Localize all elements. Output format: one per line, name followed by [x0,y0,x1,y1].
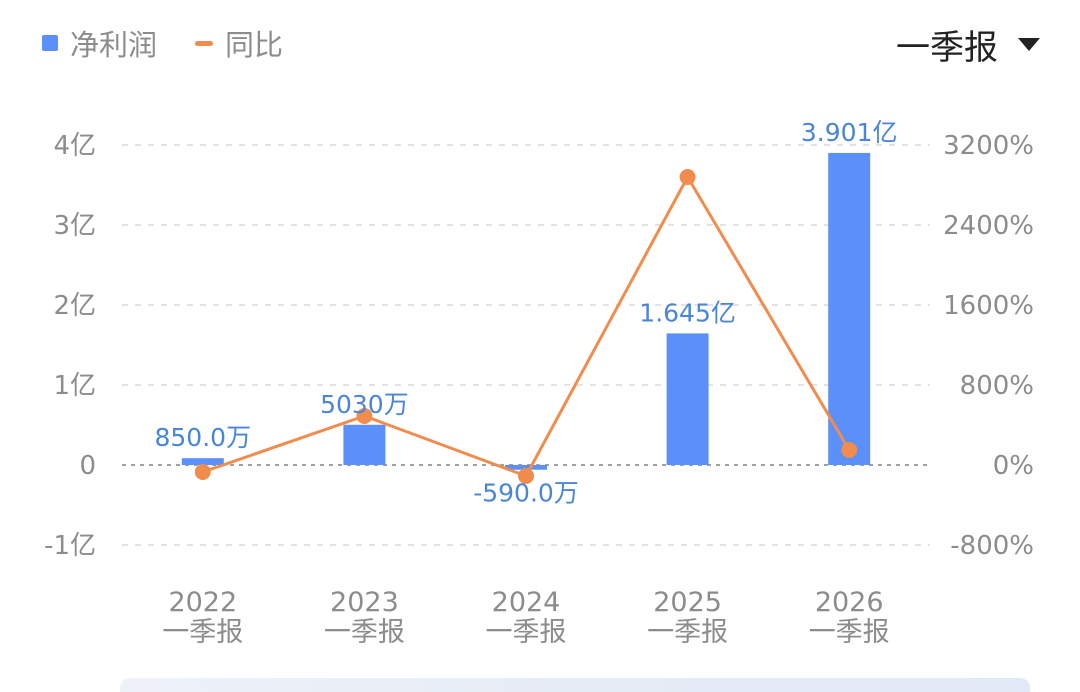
bar-net-profit [181,458,224,465]
bottom-scroll-strip [120,678,1030,692]
bar-data-label: 850.0万 [155,423,252,452]
right-axis-tick-label: -800% [950,531,1034,561]
yoy-line [202,175,851,478]
legend-label-yoy: 同比 [225,28,284,62]
bar-data-label: 1.645亿 [639,298,736,327]
x-axis-period-label: 一季报 [647,617,728,648]
bar-swatch-icon [42,35,58,51]
period-selector-label: 一季报 [896,28,998,68]
bar-net-profit [505,465,547,470]
yoy-point [518,468,534,484]
yoy-point [194,464,211,480]
right-axis-tick-label: 3200% [943,131,1034,161]
x-axis-period-label: 一季报 [324,617,405,648]
bar-net-profit [343,424,386,465]
bar-data-label: -590.0万 [473,479,579,508]
yoy-point [841,442,858,458]
x-axis-period-label: 一季报 [809,617,890,648]
left-axis-tick-label: 3亿 [53,211,96,241]
caret-down-icon [1018,38,1040,51]
x-axis-year-label: 2025 [653,587,722,618]
yoy-point [356,408,373,424]
chart-legend: 净利润 同比 [42,22,283,64]
x-axis-year-label: 2024 [492,587,561,618]
x-axis-period-label: 一季报 [486,617,567,648]
line-swatch-icon [195,40,214,46]
legend-item-yoy[interactable]: 同比 [195,22,283,64]
bar-net-profit [828,152,871,466]
x-axis-period-label: 一季报 [162,617,243,648]
x-axis-year-label: 2022 [168,587,237,618]
bar-net-profit [666,333,709,465]
left-axis-tick-label: 1亿 [53,371,96,401]
left-axis-tick-label: 4亿 [53,131,96,161]
right-axis-tick-label: 0% [993,451,1034,481]
left-axis-tick-label: 2亿 [53,291,96,321]
x-axis-year-label: 2023 [330,587,399,618]
right-axis-tick-label: 800% [960,371,1034,401]
period-selector[interactable]: 一季报 [896,20,1040,69]
right-axis-tick-label: 1600% [943,291,1034,321]
bar-data-label: 5030万 [320,390,409,419]
x-axis-year-label: 2026 [815,587,884,618]
legend-label-net-profit: 净利润 [70,28,158,62]
left-axis-tick-label: -1亿 [44,531,96,561]
right-axis-tick-label: 2400% [943,211,1034,241]
yoy-point [679,169,696,185]
left-axis-tick-label: 0 [79,451,96,481]
bar-data-label: 3.901亿 [801,118,898,147]
legend-item-net-profit[interactable]: 净利润 [42,22,157,64]
